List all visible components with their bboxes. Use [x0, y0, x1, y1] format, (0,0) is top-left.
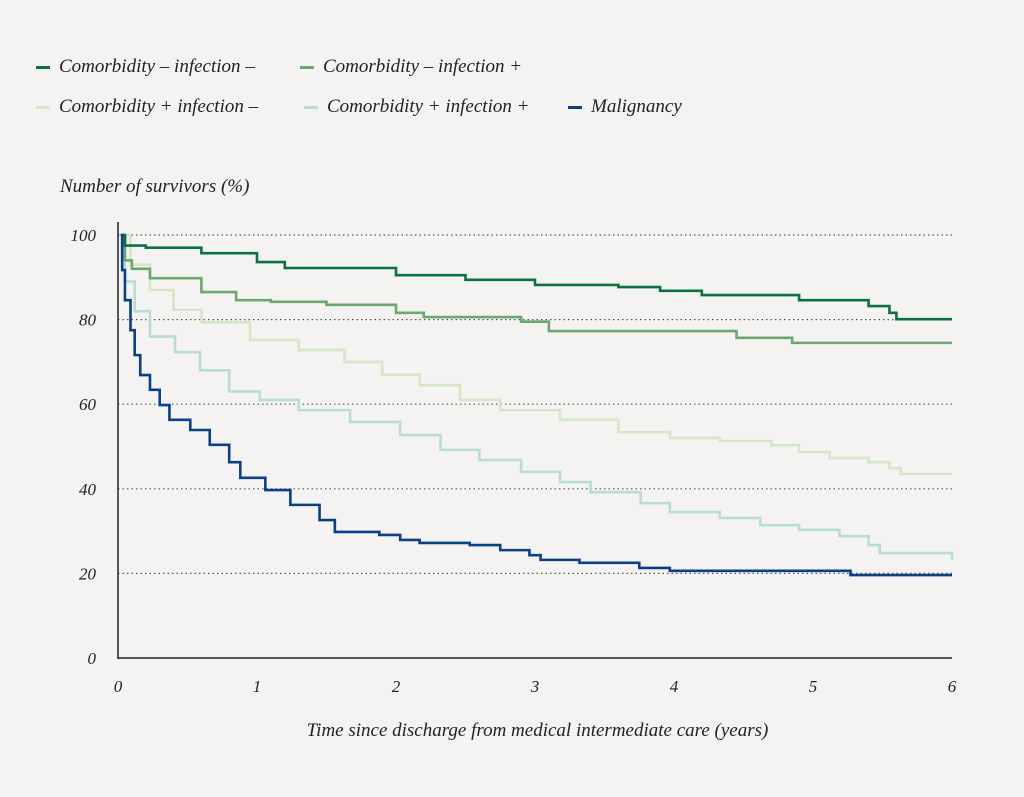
- legend-label: Comorbidity – infection +: [323, 56, 523, 77]
- legend-swatch: [300, 65, 314, 69]
- x-tick-label: 3: [530, 677, 540, 696]
- legend-label: Comorbidity – infection –: [59, 56, 255, 77]
- legend-label: Comorbidity + infection –: [59, 96, 259, 117]
- legend-swatch: [36, 65, 50, 69]
- legend-item: Comorbidity + infection +: [304, 96, 529, 118]
- legend-swatch: [304, 105, 318, 109]
- legend-swatch: [36, 105, 50, 109]
- x-tick-label: 2: [392, 677, 401, 696]
- series-line-3: [120, 233, 954, 560]
- x-tick-label: 4: [670, 677, 679, 696]
- y-tick-label: 60: [79, 395, 97, 414]
- y-tick-label: 80: [79, 311, 97, 330]
- x-tick-label: 6: [948, 677, 957, 696]
- legend-item: Comorbidity + infection –: [36, 96, 258, 118]
- legend-label: Comorbidity + infection +: [327, 96, 530, 117]
- series-line-0: [120, 233, 952, 321]
- x-tick-label: 0: [114, 677, 123, 696]
- y-tick-label: 0: [88, 649, 97, 668]
- legend-swatch: [568, 105, 582, 109]
- legend-label: Malignancy: [591, 96, 682, 117]
- series-line-4: [120, 233, 952, 577]
- y-tick-label: 20: [79, 564, 97, 583]
- x-tick-label: 5: [809, 677, 818, 696]
- x-axis-label: Time since discharge from medical interm…: [306, 720, 769, 741]
- series-line-2: [120, 233, 952, 476]
- y-tick-label: 40: [79, 480, 97, 499]
- x-tick-label: 1: [253, 677, 262, 696]
- series-line-1: [120, 233, 952, 345]
- legend-item: Malignancy: [568, 96, 682, 118]
- legend-item: Comorbidity – infection +: [300, 56, 522, 78]
- legend-item: Comorbidity – infection –: [36, 56, 255, 78]
- y-axis-label: Number of survivors (%): [60, 176, 250, 197]
- y-tick-label: 100: [71, 226, 97, 245]
